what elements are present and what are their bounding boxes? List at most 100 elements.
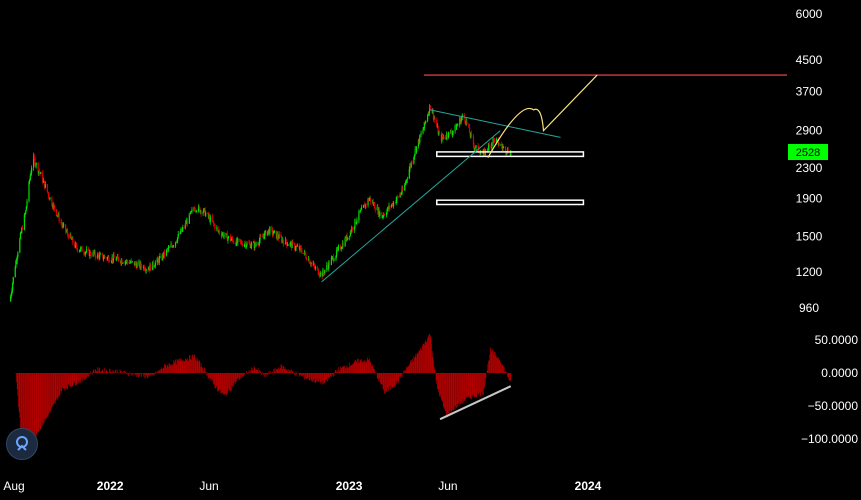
candle-body bbox=[122, 262, 124, 264]
candle-body bbox=[98, 254, 100, 259]
candle-body bbox=[309, 262, 311, 264]
candle-body bbox=[355, 218, 357, 224]
candle-body bbox=[17, 252, 19, 257]
candle-body bbox=[510, 151, 512, 156]
candle-body bbox=[172, 245, 174, 248]
candle-body bbox=[432, 111, 435, 119]
candle-body bbox=[328, 261, 330, 269]
candle-body bbox=[85, 249, 88, 252]
candle-body bbox=[71, 237, 73, 240]
candle-body bbox=[257, 244, 259, 246]
candle-body bbox=[48, 193, 50, 197]
candle-body bbox=[290, 242, 293, 248]
candle-body bbox=[116, 258, 118, 261]
last-price-tag-bg bbox=[788, 144, 828, 160]
price-tick-label: 1900 bbox=[796, 191, 823, 205]
candle-body bbox=[506, 149, 509, 153]
candle-body bbox=[474, 147, 476, 149]
candle-body bbox=[324, 269, 326, 274]
candle-body bbox=[410, 165, 412, 167]
candle-body bbox=[24, 213, 26, 215]
candle-body bbox=[182, 227, 184, 230]
candle-body bbox=[216, 227, 219, 229]
candle-body bbox=[327, 266, 329, 269]
support-zone-lower bbox=[436, 199, 585, 206]
candle-body bbox=[189, 213, 191, 215]
candle-body bbox=[470, 133, 472, 137]
candle-body bbox=[186, 220, 188, 224]
candle-body bbox=[338, 246, 340, 248]
candle-body bbox=[364, 204, 366, 208]
candle-body bbox=[133, 261, 135, 266]
candle-body bbox=[157, 258, 159, 260]
candle-body bbox=[167, 247, 170, 250]
candle-body bbox=[374, 208, 376, 211]
candle-body bbox=[162, 254, 164, 258]
candle-body bbox=[231, 238, 233, 240]
candle-body bbox=[209, 216, 211, 222]
candle-body bbox=[284, 239, 287, 245]
candle-body bbox=[95, 256, 97, 258]
candle-body bbox=[240, 241, 242, 243]
candle-body bbox=[419, 134, 422, 136]
falling-trendline bbox=[430, 109, 561, 138]
candle-body bbox=[433, 118, 435, 119]
candle-body bbox=[454, 125, 456, 132]
candle-body bbox=[115, 258, 117, 261]
candle-body bbox=[424, 121, 426, 123]
candle-body bbox=[106, 257, 109, 259]
candle-body bbox=[452, 131, 454, 133]
candle-body bbox=[332, 256, 334, 262]
candle-body bbox=[116, 255, 118, 259]
candle-body bbox=[464, 121, 467, 124]
candle-body bbox=[321, 272, 323, 277]
candle-body bbox=[193, 208, 196, 211]
candle-body bbox=[436, 120, 438, 127]
candle-body bbox=[158, 257, 160, 263]
candle-body bbox=[48, 196, 50, 200]
candle-body bbox=[470, 133, 473, 136]
candle-body bbox=[415, 146, 418, 153]
candle-body bbox=[378, 208, 380, 217]
candle-body bbox=[286, 242, 288, 246]
candle-body bbox=[461, 117, 463, 120]
drawings-layer[interactable] bbox=[321, 74, 787, 421]
candle-body bbox=[25, 210, 27, 214]
candle-body bbox=[154, 262, 156, 267]
candle-body bbox=[309, 263, 312, 265]
candle-body bbox=[149, 264, 151, 271]
candle-body bbox=[392, 202, 395, 207]
candle-body bbox=[246, 242, 248, 246]
candle-body bbox=[232, 240, 234, 243]
candle-body bbox=[167, 249, 169, 251]
candle-body bbox=[176, 241, 178, 243]
candle-body bbox=[486, 149, 488, 151]
tradingview-logo-button[interactable] bbox=[6, 428, 38, 460]
candle-body bbox=[344, 238, 346, 247]
candle-body bbox=[253, 242, 255, 248]
candle-body bbox=[190, 211, 192, 214]
candle-body bbox=[173, 245, 175, 247]
candle-body bbox=[401, 188, 403, 194]
candle-body bbox=[21, 227, 24, 230]
candle-body bbox=[427, 115, 429, 121]
candle-body bbox=[474, 147, 477, 149]
candle-body bbox=[129, 262, 132, 264]
candle-body bbox=[326, 264, 329, 267]
candle-body bbox=[245, 243, 247, 248]
candle-body bbox=[66, 231, 68, 232]
time-tick-label: 2022 bbox=[97, 479, 124, 493]
candle-body bbox=[280, 234, 282, 238]
candle-body bbox=[323, 272, 325, 274]
candle-body bbox=[271, 229, 274, 235]
candle-body bbox=[301, 250, 303, 254]
candle-body bbox=[226, 233, 228, 234]
candle-body bbox=[195, 210, 197, 212]
candle-body bbox=[502, 146, 505, 148]
candle-body bbox=[120, 259, 122, 263]
candle-body bbox=[43, 180, 45, 182]
candle-body bbox=[67, 231, 69, 235]
candle-body bbox=[442, 136, 444, 138]
candle-body bbox=[112, 257, 114, 261]
